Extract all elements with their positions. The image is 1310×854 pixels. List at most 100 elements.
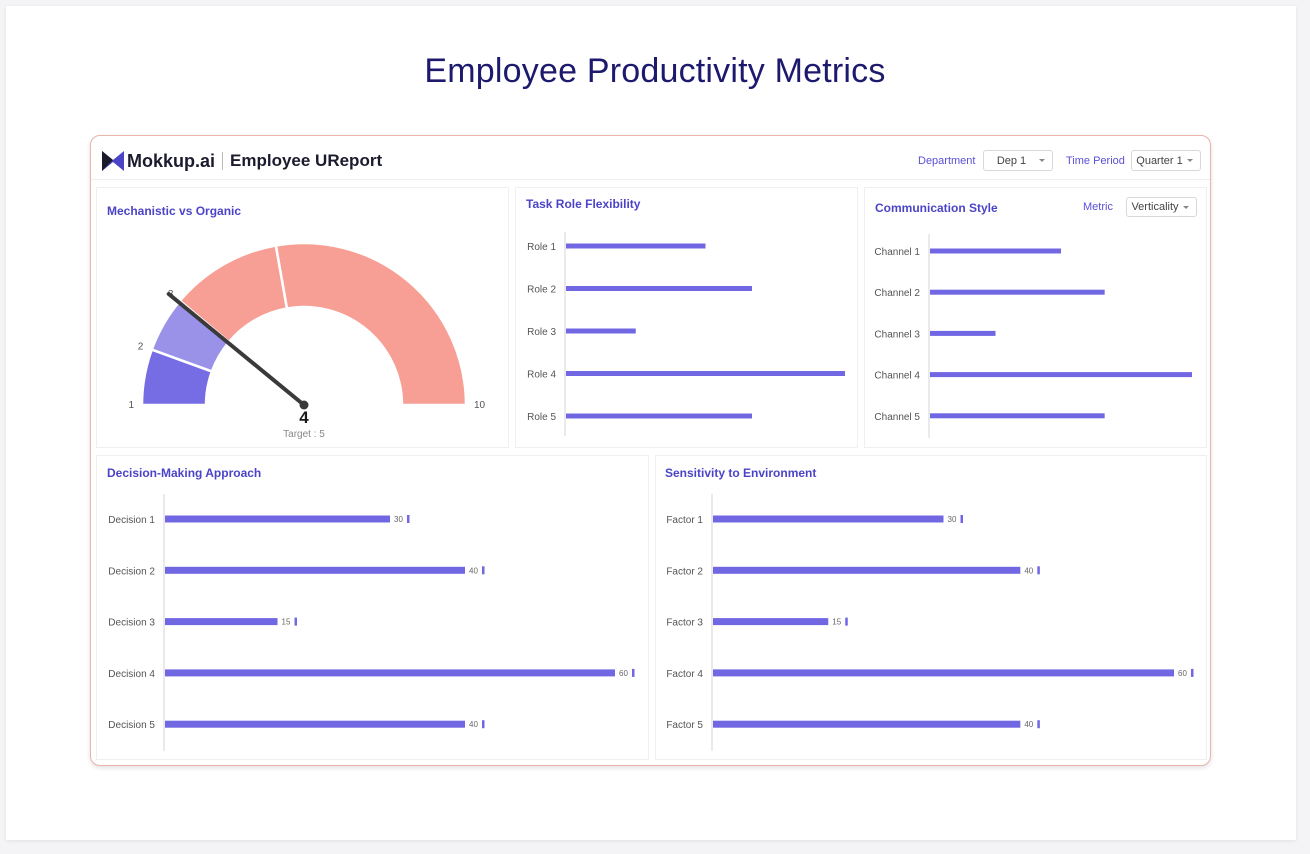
category-label: Factor 2: [666, 566, 703, 577]
dashboard-header: Mokkup.ai Employee UReport Department De…: [91, 136, 1210, 180]
data-label-marker: [1191, 668, 1194, 677]
bar: [930, 372, 1192, 378]
bar: [713, 618, 829, 626]
category-label: Decision 3: [108, 618, 155, 629]
communication-panel: Communication Style Metric Verticality C…: [864, 187, 1207, 448]
category-label: Decision 5: [108, 720, 155, 731]
metric-dropdown[interactable]: Verticality: [1126, 197, 1197, 217]
category-label: Channel 4: [874, 371, 920, 382]
brand-logo: Mokkup.ai Employee UReport: [102, 150, 382, 172]
data-label: 60: [1178, 669, 1187, 678]
time-period-filter-label: Time Period: [1066, 155, 1125, 167]
bar: [713, 669, 1174, 677]
data-label-marker: [482, 720, 485, 729]
time-period-dropdown-value: Quarter 1: [1136, 154, 1183, 167]
task-role-panel: Task Role Flexibility Role 1 Role 2 Role 3…: [515, 187, 858, 448]
bar: [713, 566, 1021, 574]
page-title: Employee Productivity Metrics: [424, 52, 886, 90]
data-label: 60: [619, 669, 628, 678]
bar: [165, 669, 615, 677]
bar: [165, 618, 278, 626]
communication-panel-title: Communication Style: [875, 201, 998, 215]
bar: [930, 413, 1105, 419]
data-label: 30: [948, 515, 957, 524]
category-label: Role 3: [527, 327, 556, 338]
category-label: Channel 1: [874, 247, 920, 258]
header-divider: [222, 152, 224, 170]
brand-name: Mokkup.ai: [127, 150, 216, 171]
gauge-chart: 123104Target : 5: [128, 241, 486, 440]
data-label: 40: [469, 720, 478, 729]
department-dropdown[interactable]: Dep 1: [983, 150, 1053, 171]
time-period-dropdown[interactable]: Quarter 1: [1131, 150, 1201, 171]
category-label: Decision 2: [108, 566, 155, 577]
sensitivity-panel: Sensitivity to Environment Factor 1 30 Fac…: [655, 455, 1207, 760]
department-filter-label: Department: [918, 155, 976, 167]
category-label: Factor 3: [666, 618, 703, 629]
department-dropdown-value: Dep 1: [996, 154, 1027, 167]
data-label: 40: [1024, 720, 1033, 729]
category-label: Factor 5: [666, 720, 703, 731]
bar: [930, 330, 996, 336]
metric-dropdown-value: Verticality: [1131, 201, 1179, 213]
gauge-band: [274, 241, 468, 407]
category-label: Role 1: [527, 242, 556, 253]
data-label-marker: [632, 668, 635, 677]
category-label: Factor 1: [666, 515, 703, 526]
bar: [566, 243, 706, 249]
bar: [165, 566, 465, 574]
gauge-needle: [166, 291, 306, 407]
category-label: Role 4: [527, 370, 556, 381]
category-label: Decision 4: [108, 669, 155, 680]
category-label: Channel 2: [874, 288, 920, 299]
chevron-down-icon: [1183, 205, 1189, 209]
bar: [566, 413, 752, 419]
category-label: Factor 4: [666, 669, 703, 680]
gauge-target-label: Target : 5: [283, 429, 325, 440]
chevron-down-icon: [1039, 159, 1045, 162]
gauge-panel-title: Mechanistic vs Organic: [107, 204, 242, 218]
chevron-down-icon: [1187, 159, 1193, 162]
bar: [930, 289, 1105, 295]
bar: [566, 328, 636, 334]
bar: [165, 515, 390, 523]
gauge-panel: Mechanistic vs Organic 123104Target : 5: [96, 187, 509, 448]
dashboard-frame: Mokkup.ai Employee UReport Department De…: [90, 135, 1211, 766]
bar: [566, 371, 845, 376]
data-label-marker: [482, 566, 485, 575]
data-label: 40: [1024, 566, 1033, 575]
bar: [713, 720, 1021, 728]
category-label: Role 5: [527, 412, 556, 423]
category-label: Decision 1: [108, 515, 155, 526]
data-label-marker: [294, 617, 297, 626]
category-label: Channel 5: [874, 412, 920, 423]
bar: [165, 720, 465, 728]
communication-chart: Channel 1 Channel 2 Channel 3 Channel 4 Chan…: [874, 234, 1192, 438]
task-role-chart: Role 1 Role 2 Role 3 Role 4 Role 5: [527, 232, 845, 436]
mokkup-logo-icon: [102, 151, 124, 171]
gauge-tick-label: 10: [474, 400, 486, 411]
data-label-marker: [1037, 566, 1040, 575]
metric-label: Metric: [1083, 201, 1113, 213]
data-label: 15: [282, 618, 291, 627]
category-label: Role 2: [527, 285, 556, 296]
bar: [930, 248, 1061, 254]
gauge-tick-label: 1: [128, 400, 134, 411]
sensitivity-chart: Factor 1 30 Factor 2 40 Factor 3 15 Factor 4 60…: [666, 494, 1194, 751]
task-role-panel-title: Task Role Flexibility: [526, 197, 641, 211]
data-label-marker: [960, 515, 963, 523]
data-label: 15: [832, 618, 841, 627]
bar: [713, 515, 944, 523]
decision-chart: Decision 1 30 Decision 2 40 Decision 3 15 Deci…: [108, 494, 635, 751]
sensitivity-panel-title: Sensitivity to Environment: [665, 466, 817, 480]
data-label: 40: [469, 566, 478, 575]
data-label-marker: [407, 515, 410, 523]
data-label-marker: [1037, 720, 1040, 729]
report-title: Employee UReport: [230, 151, 383, 170]
gauge-needle-hub: [299, 400, 309, 410]
decision-panel: Decision-Making Approach Decision 1 30 Dec…: [96, 455, 649, 760]
data-label: 30: [394, 515, 403, 524]
gauge-tick-label: 2: [138, 341, 144, 352]
gauge-value: 4: [299, 408, 309, 427]
category-label: Channel 3: [874, 329, 920, 340]
